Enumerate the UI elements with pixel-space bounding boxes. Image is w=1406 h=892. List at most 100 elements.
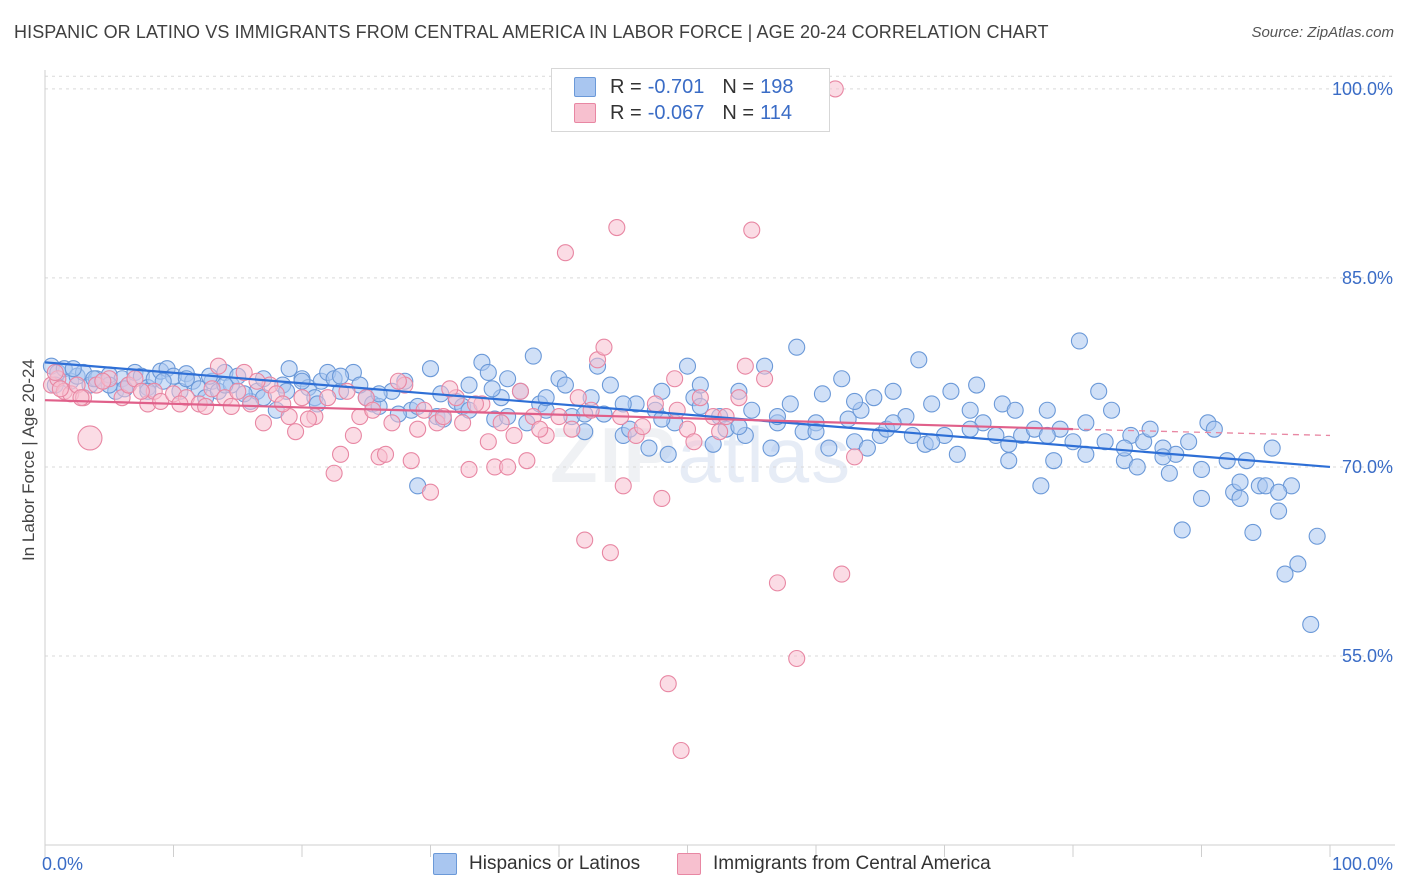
central-america-point: [293, 389, 311, 407]
hispanics-point: [1289, 555, 1307, 573]
hispanics-point: [1308, 527, 1326, 545]
hispanics-point: [845, 392, 864, 410]
hispanics-point: [903, 426, 921, 444]
central-america-point: [601, 544, 619, 562]
legend-r-label: R =: [610, 101, 642, 124]
hispanics-point: [1231, 473, 1249, 491]
central-america-point: [685, 433, 703, 451]
central-america-point: [235, 363, 253, 381]
source-note: Source: ZipAtlas.com: [1251, 24, 1394, 41]
central-america-point: [299, 410, 317, 428]
hispanics-point: [1038, 426, 1056, 444]
central-america-point: [94, 372, 112, 390]
central-america-point: [659, 675, 677, 693]
hispanics-point: [858, 439, 876, 457]
hispanics-point: [678, 357, 697, 375]
hispanics-point: [743, 401, 761, 419]
central-america-point: [531, 420, 549, 438]
hispanics-point: [556, 376, 574, 394]
hispanics-point: [64, 360, 82, 378]
central-america-point: [421, 483, 440, 501]
hispanics-point: [653, 410, 671, 428]
hispanics-point: [1070, 332, 1088, 350]
x-tick-label: 100.0%: [1332, 854, 1393, 874]
axes: [44, 70, 1395, 857]
hispanics-point: [601, 376, 619, 394]
hispanics-point: [1128, 458, 1146, 476]
legend-r-value: -0.067: [647, 101, 705, 124]
bottom-legend-label-hispanics: Hispanics or Latinos: [469, 853, 641, 874]
hispanics-point: [483, 380, 501, 398]
chart-title: HISPANIC OR LATINO VS IMMIGRANTS FROM CE…: [14, 22, 1049, 42]
central-america-point: [248, 372, 266, 390]
hispanics-point: [1103, 401, 1121, 419]
central-america-point: [499, 458, 517, 476]
central-america-point: [460, 460, 478, 479]
central-america-point: [152, 392, 170, 410]
central-america-point: [287, 423, 305, 441]
hispanics-point: [1115, 439, 1133, 457]
hispanics-point: [788, 338, 806, 356]
hispanics-point: [659, 445, 677, 463]
legend-n-value: 198: [760, 75, 794, 98]
hispanics-point: [1045, 452, 1063, 470]
legend-n-label: N =: [722, 101, 755, 124]
central-america-point: [711, 423, 729, 441]
hispanics-point: [1244, 523, 1262, 542]
hispanics-point: [1141, 420, 1159, 438]
central-america-point: [518, 452, 536, 470]
hispanics-point: [1000, 435, 1018, 453]
hispanics-point: [460, 376, 478, 394]
bottom-legend-swatch-hispanics: [433, 853, 457, 875]
hispanics-point: [293, 372, 311, 390]
hispanics-point: [865, 389, 883, 407]
central-america-point: [72, 389, 90, 407]
hispanics-point: [1263, 439, 1281, 457]
hispanics-point: [942, 382, 960, 400]
hispanics-point: [1000, 452, 1018, 470]
central-america-trend-line: [44, 399, 1074, 431]
central-america-point: [209, 357, 228, 375]
legend-row-hispanics: R = -0.701 N = 198: [574, 75, 793, 99]
bottom-legend-central-america[interactable]: Immigrants from Central America: [677, 853, 991, 875]
central-america-point: [479, 433, 497, 451]
central-america-point: [833, 565, 851, 583]
y-axis-title: In Labor Force | Age 20-24: [19, 359, 38, 561]
central-america-trend-extension: [1072, 428, 1331, 437]
central-america-point: [492, 414, 510, 432]
hispanics-point: [807, 423, 825, 441]
series-central-america-points: [42, 80, 864, 760]
central-america-point: [505, 426, 523, 444]
central-america-point: [608, 218, 626, 237]
hispanics-point: [1032, 477, 1050, 495]
hispanics-point: [1090, 382, 1108, 400]
bottom-legend-hispanics[interactable]: Hispanics or Latinos: [433, 853, 640, 875]
central-america-point: [788, 649, 806, 668]
hispanics-point: [1154, 448, 1172, 466]
central-america-point: [344, 426, 362, 444]
y-tick-label: 85.0%: [1342, 268, 1393, 288]
hispanics-point: [1276, 565, 1294, 583]
hispanics-point: [1231, 489, 1249, 508]
hispanics-point: [762, 439, 780, 457]
hispanics-point: [524, 347, 542, 365]
hispanics-point: [884, 382, 902, 400]
central-america-point: [454, 414, 472, 432]
central-america-point: [845, 448, 864, 466]
hispanics-point: [820, 439, 838, 457]
y-tick-label: 55.0%: [1342, 646, 1393, 666]
bottom-legend-label-central-america: Immigrants from Central America: [713, 853, 991, 874]
central-america-point: [556, 244, 574, 262]
hispanics-point: [1192, 489, 1211, 508]
hispanics-point: [1270, 502, 1288, 520]
legend-n-label: N =: [722, 75, 755, 98]
legend-r-value: -0.701: [647, 75, 705, 98]
x-tick-label: 0.0%: [42, 854, 83, 874]
central-america-point: [666, 370, 684, 388]
central-america-point: [668, 401, 686, 419]
hispanics-point: [1173, 521, 1191, 539]
hispanics-point: [640, 439, 658, 457]
hispanics-point: [948, 445, 966, 463]
hispanics-point: [331, 367, 350, 385]
